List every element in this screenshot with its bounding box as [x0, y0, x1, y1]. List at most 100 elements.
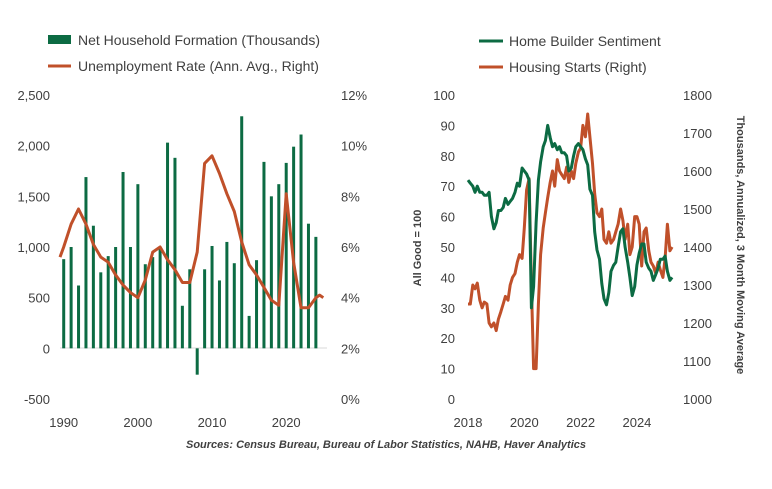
right-chart-left-axis-tick-label: 80 [441, 149, 455, 164]
household-formation-bar [151, 257, 155, 349]
left-legend: Net Household Formation (Thousands) Unem… [48, 32, 320, 74]
left-chart: Net Household Formation (Thousands) Unem… [17, 32, 367, 430]
household-formation-bar [262, 161, 266, 349]
household-formation-bar [299, 134, 303, 349]
unemployment-rate-line [58, 154, 325, 310]
right-chart-left-axis-tick-label: 0 [448, 392, 455, 407]
right-chart-x-axis-tick-label: 2024 [622, 415, 651, 430]
right-chart-right-axis-title: Thousands, Annualized, 3 Month Moving Av… [734, 116, 746, 375]
right-chart-left-axis-tick-label: 10 [441, 362, 455, 377]
household-formation-bar [180, 305, 184, 349]
right-chart-right-axis: 1800 1700 1600 1500 1400 1300 1200 1100 1000 [683, 88, 712, 407]
right-chart-x-axis-tick-label: 2022 [566, 415, 595, 430]
household-formation-bar [232, 263, 236, 349]
housing-starts-line [468, 112, 674, 371]
legend-label-household-formation: Net Household Formation (Thousands) [78, 32, 320, 48]
right-chart-x-axis-tick-label: 2018 [454, 415, 483, 430]
left-chart-right-axis-tick-label: 12% [341, 88, 367, 103]
household-formation-bar [292, 146, 296, 349]
right-chart-left-axis-tick-label: 40 [441, 270, 455, 285]
left-chart-right-axis-tick-label: 4% [341, 291, 360, 306]
household-formation-bar [203, 269, 207, 349]
left-chart-left-axis-tick-label: 2,000 [17, 139, 50, 154]
household-formation-bar [77, 285, 81, 349]
left-chart-x-axis-tick-label: 1990 [49, 415, 78, 430]
household-formation-bar [210, 245, 214, 349]
right-chart-left-axis-tick-label: 50 [441, 240, 455, 255]
household-formation-bar [284, 162, 288, 349]
right-chart-x-axis-tick-label: 2020 [510, 415, 539, 430]
household-formation-bar [255, 260, 259, 349]
right-chart-left-axis-tick-label: 100 [433, 88, 455, 103]
household-formation-bar [158, 249, 162, 349]
right-chart-x-axis: 2018 2020 2022 2024 [454, 415, 652, 430]
household-formation-bar [195, 348, 199, 375]
household-formation-bar [99, 272, 103, 349]
household-formation-bar [121, 172, 125, 349]
right-chart-right-axis-tick-label: 1400 [683, 240, 712, 255]
left-chart-right-axis-tick-label: 10% [341, 139, 367, 154]
household-formation-bar [69, 247, 73, 349]
left-chart-right-axis: 12% 10% 8% 6% 4% 2% 0% [341, 88, 367, 407]
household-formation-bar [247, 315, 251, 349]
right-chart-right-axis-tick-label: 1000 [683, 392, 712, 407]
household-formation-bar [306, 223, 310, 349]
left-chart-x-axis-tick-label: 2010 [198, 415, 227, 430]
household-formation-bar [62, 259, 66, 349]
household-formation-bar [143, 264, 147, 349]
right-chart-right-axis-tick-label: 1600 [683, 164, 712, 179]
household-formation-bar [277, 184, 281, 349]
left-chart-left-axis-tick-label: -500 [24, 392, 50, 407]
right-chart-right-axis-tick-label: 1200 [683, 316, 712, 331]
left-chart-left-axis-tick-label: 1,000 [17, 240, 50, 255]
legend-label-housing-starts: Housing Starts (Right) [509, 59, 647, 75]
right-chart-right-axis-tick-label: 1800 [683, 88, 712, 103]
right-legend: Home Builder Sentiment Housing Starts (R… [479, 33, 661, 75]
source-note: Sources: Census Bureau, Bureau of Labor … [186, 439, 586, 451]
left-chart-right-axis-tick-label: 0% [341, 392, 360, 407]
left-chart-left-axis-tick-label: 1,500 [17, 189, 50, 204]
builder-sentiment-line [466, 123, 674, 310]
household-formation-bar [128, 247, 132, 349]
legend-label-builder-sentiment: Home Builder Sentiment [509, 33, 661, 49]
left-chart-x-axis-tick-label: 2020 [272, 415, 301, 430]
left-chart-x-axis-tick-label: 2000 [123, 415, 152, 430]
household-formation-bar [188, 269, 192, 349]
right-chart-right-axis-tick-label: 1100 [683, 354, 711, 369]
legend-label-unemployment: Unemployment Rate (Ann. Avg., Right) [78, 58, 319, 74]
right-chart-right-axis-tick-label: 1300 [683, 278, 712, 293]
right-chart-right-axis-tick-label: 1700 [683, 126, 712, 141]
household-formation-bar [91, 225, 95, 349]
household-formation-bar [225, 241, 229, 349]
left-chart-x-axis: 1990 2000 2010 2020 [49, 415, 300, 430]
household-formation-bar [314, 236, 318, 349]
household-formation-bar [84, 177, 88, 349]
household-formation-bar [136, 184, 140, 349]
right-chart-right-axis-tick-label: 1500 [683, 202, 712, 217]
right-chart-left-axis-tick-label: 30 [441, 301, 455, 316]
left-chart-left-axis-tick-label: 2,500 [17, 88, 50, 103]
left-chart-right-axis-tick-label: 8% [341, 189, 360, 204]
household-formation-bar [240, 116, 244, 349]
household-formation-bar [173, 157, 177, 349]
household-formation-bars [62, 116, 318, 375]
household-formation-bar [166, 142, 170, 349]
household-formation-bar [114, 247, 118, 349]
left-chart-left-axis-tick-label: 0 [43, 341, 50, 356]
left-chart-right-axis-tick-label: 6% [341, 240, 360, 255]
left-chart-left-axis-tick-label: 500 [28, 291, 50, 306]
right-chart-left-axis-title: All Good = 100 [412, 210, 424, 287]
legend-swatch-household-formation [48, 35, 71, 44]
left-chart-left-axis: 2,500 2,000 1,500 1,000 500 0 -500 [17, 88, 50, 407]
right-chart: Home Builder Sentiment Housing Starts (R… [412, 33, 746, 430]
household-formation-bar [106, 256, 110, 349]
right-chart-left-axis-tick-label: 60 [441, 210, 455, 225]
right-chart-left-axis-tick-label: 90 [441, 118, 455, 133]
household-formation-bar [217, 280, 221, 349]
right-chart-left-axis-tick-label: 70 [441, 179, 455, 194]
right-chart-left-axis-tick-label: 20 [441, 331, 455, 346]
left-chart-right-axis-tick-label: 2% [341, 341, 360, 356]
household-formation-bar [269, 196, 273, 349]
